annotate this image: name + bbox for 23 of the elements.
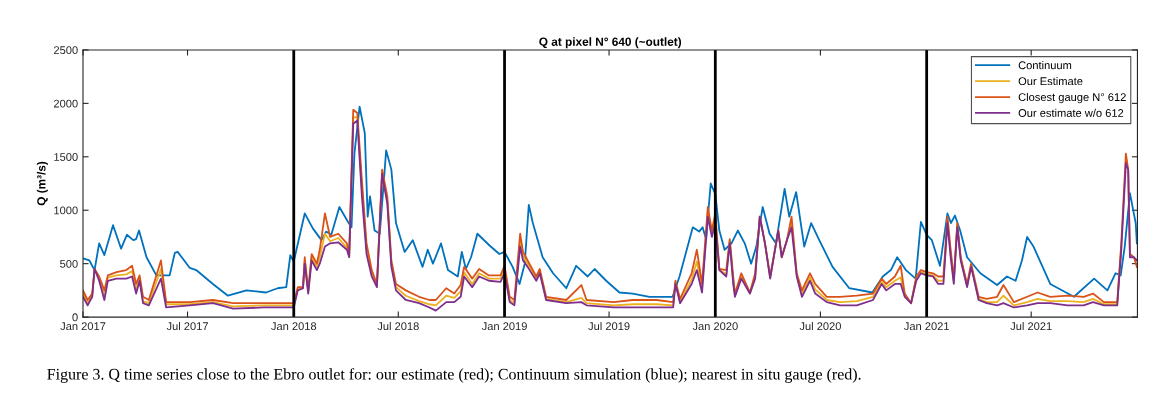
legend-label: Continuum: [1018, 61, 1072, 70]
y-tick-label: 1500: [54, 153, 78, 161]
y-tick-label: 2000: [53, 99, 78, 108]
x-tick-label: Jan 2019: [481, 322, 527, 331]
caption: Figure 3. Q time series close to the Ebro outlet for: our estimate (red); Continuum simulation (blue); nearest in situ gauge (red).: [47, 368, 861, 383]
legend-label: Our estimate w/o 612: [1018, 108, 1124, 117]
x-tick-label: Jan 2021: [903, 322, 949, 331]
x-tick-label: Jan 2018: [271, 322, 317, 331]
x-tick-label: Jan 2020: [692, 322, 738, 331]
y-tick-label: 2500: [53, 46, 78, 55]
legend-label: Our Estimate: [1018, 76, 1083, 86]
x-tick-label: Jan 2017: [60, 322, 106, 331]
chart-title: Q at pixel N° 640 (~outlet): [539, 37, 682, 49]
x-tick-label: Jul 2019: [588, 321, 630, 331]
x-tick-label: Jul 2020: [799, 321, 841, 331]
x-tick-label: Jul 2021: [1010, 321, 1052, 331]
x-tick-label: Jul 2018: [377, 321, 419, 331]
y-tick-label: 0: [72, 313, 78, 322]
legend-label: Closest gauge N° 612: [1018, 92, 1126, 104]
y-tick-label: 500: [60, 259, 78, 268]
y-tick-label: 1000: [54, 206, 78, 215]
x-tick-label: Jul 2017: [166, 321, 208, 331]
y-axis-title: Q (m³/s): [36, 161, 48, 206]
